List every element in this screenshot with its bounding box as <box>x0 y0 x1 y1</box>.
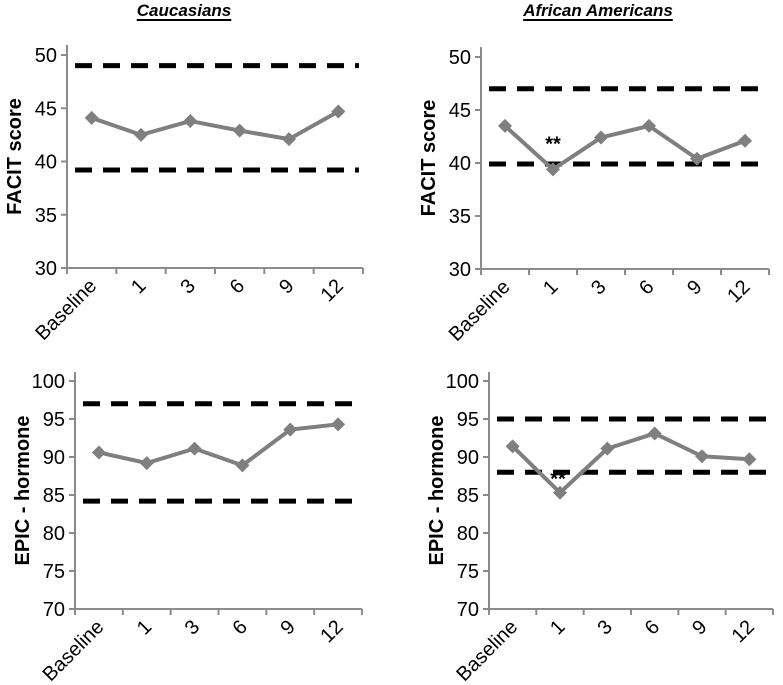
y-axis-label: FACIT score <box>418 100 440 217</box>
column-title-african-americans: African Americans <box>523 1 673 20</box>
x-tick-label: 3 <box>181 616 204 639</box>
y-tick-label: 45 <box>35 98 57 120</box>
data-point-marker <box>134 127 148 142</box>
column-title-caucasians: Caucasians <box>136 1 232 20</box>
data-line <box>89 109 341 142</box>
x-tick-label: 3 <box>587 276 610 299</box>
data-point-marker <box>183 114 198 129</box>
y-tick-label: 70 <box>43 599 65 621</box>
y-tick-label: 80 <box>457 523 479 545</box>
x-tick-label: 1 <box>539 276 562 299</box>
data-point-marker <box>235 458 250 473</box>
x-tick-label: 6 <box>635 276 658 299</box>
panel-caucasians-facit: Caucasians 30 35 40 45 50 Baseline 1 3 6 9 12 FACIT… <box>0 0 391 342</box>
data-point-marker <box>187 441 202 456</box>
x-tick-label: 12 <box>728 616 759 647</box>
x-tick-label: 1 <box>546 616 569 639</box>
x-tick-label: 12 <box>723 276 754 307</box>
panel-caucasians-epic-hormone: 70 75 80 85 90 95 100 Baseline 1 3 6 9 12 EPIC - horm… <box>0 342 391 685</box>
data-point-marker <box>282 132 296 147</box>
y-tick-label: 50 <box>449 47 471 69</box>
data-point-marker <box>331 104 346 119</box>
y-tick-label: 30 <box>35 258 57 280</box>
x-tick-label: 1 <box>133 616 156 639</box>
data-point-marker <box>738 133 752 148</box>
y-tick-label: 90 <box>43 447 65 469</box>
epic-hormone-chart-caucasians: 70 75 80 85 90 95 100 Baseline 1 3 6 9 12 EPIC - horm… <box>12 371 363 685</box>
epic-hormone-chart-african-americans: 70 75 80 85 90 95 100 Baseline 1 3 6 9 12 ** EPIC - ho… <box>426 371 774 685</box>
annotation-significance: ** <box>550 469 566 491</box>
data-line <box>96 422 341 468</box>
y-tick-label: 35 <box>35 205 57 227</box>
data-point-marker <box>642 118 656 133</box>
data-point-marker <box>553 485 567 500</box>
data-point-marker <box>139 456 154 471</box>
facit-chart-caucasians: 30 35 40 45 50 Baseline 1 3 6 9 12 FACIT score <box>4 45 364 342</box>
y-tick-label: 70 <box>457 599 479 621</box>
y-tick-label: 95 <box>457 409 479 431</box>
data-point-marker <box>232 123 247 138</box>
data-line <box>510 431 752 495</box>
x-tick-label: 12 <box>317 275 348 306</box>
annotation-significance: ** <box>545 133 561 155</box>
y-tick-label: 40 <box>35 152 57 174</box>
x-tick-label: Baseline <box>39 616 109 685</box>
x-tick-label: 6 <box>226 275 249 298</box>
y-tick-label: 100 <box>32 371 65 393</box>
data-point-marker <box>498 118 512 133</box>
data-point-marker <box>283 422 298 437</box>
y-axis-label: FACIT score <box>4 98 26 215</box>
y-tick-label: 45 <box>449 100 471 122</box>
y-tick-label: 90 <box>457 447 479 469</box>
x-tick-label: Baseline <box>445 276 515 342</box>
y-tick-label: 95 <box>43 409 65 431</box>
x-tick-label: 3 <box>593 616 616 639</box>
y-tick-label: 85 <box>457 485 479 507</box>
data-point-marker <box>546 162 560 177</box>
y-tick-label: 100 <box>446 371 479 393</box>
y-tick-label: 30 <box>449 259 471 281</box>
y-tick-label: 75 <box>457 561 479 583</box>
data-point-marker <box>695 449 709 464</box>
x-tick-label: 3 <box>176 275 199 298</box>
data-point-marker <box>594 130 608 145</box>
x-tick-label: 9 <box>683 276 706 299</box>
y-tick-label: 80 <box>43 523 65 545</box>
x-tick-label: 6 <box>229 616 252 639</box>
x-tick-label: 9 <box>276 616 299 639</box>
x-tick-label: Baseline <box>31 275 101 342</box>
y-tick-label: 75 <box>43 561 65 583</box>
data-point-marker <box>690 151 704 166</box>
y-tick-label: 35 <box>449 206 471 228</box>
x-tick-label: 9 <box>275 275 298 298</box>
data-point-marker <box>84 110 99 125</box>
x-tick-label: 6 <box>641 616 664 639</box>
x-tick-label: 1 <box>127 275 150 298</box>
y-tick-label: 85 <box>43 485 65 507</box>
facit-chart-african-americans: 30 35 40 45 50 Baseline 1 3 6 9 12 ** FACIT score <box>418 47 770 342</box>
x-tick-label: Baseline <box>452 616 522 685</box>
panel-african-americans-epic-hormone: 70 75 80 85 90 95 100 Baseline 1 3 6 9 12 ** EPIC - ho… <box>391 342 783 685</box>
data-point-marker <box>742 452 757 467</box>
x-tick-label: 9 <box>688 616 711 639</box>
data-point-marker <box>647 426 662 441</box>
data-point-marker <box>600 441 615 456</box>
x-tick-label: 12 <box>316 616 347 647</box>
data-line <box>503 123 747 172</box>
data-point-marker <box>91 445 106 460</box>
y-tick-label: 40 <box>449 153 471 175</box>
data-point-marker <box>331 417 346 432</box>
panel-african-americans-facit: African Americans 30 35 40 45 50 Baseline 1 3 6 9… <box>391 0 783 342</box>
y-tick-label: 50 <box>35 45 57 67</box>
y-axis-label: EPIC - hormone <box>12 415 34 565</box>
y-axis-label: EPIC - hormone <box>426 415 448 565</box>
